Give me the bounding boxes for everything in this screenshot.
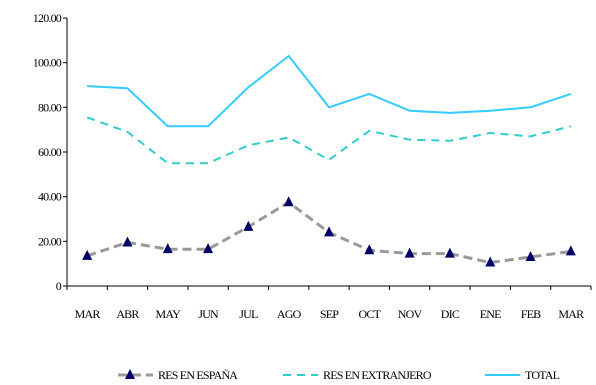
data-point-marker xyxy=(324,226,334,237)
legend-label-3: TOTAL xyxy=(525,368,560,382)
x-tick-label: SEP xyxy=(320,307,339,321)
y-tick-label: 60.00 xyxy=(38,145,62,159)
y-ticks: 0 20.00 40.00 60.00 80.00 100.00 120.00 xyxy=(33,11,67,293)
legend-marker xyxy=(125,369,135,379)
data-point-marker xyxy=(485,256,496,267)
x-tick-label: DIC xyxy=(441,307,460,321)
data-point-marker xyxy=(243,220,254,231)
data-point-marker xyxy=(444,247,455,258)
y-tick-label: 20.00 xyxy=(38,234,62,248)
y-tick-label: 80.00 xyxy=(38,100,62,114)
plot-lines xyxy=(82,55,576,267)
x-tick-label: MAR xyxy=(558,307,584,321)
x-tick-label: AGO xyxy=(277,307,302,321)
data-point-marker xyxy=(404,247,415,258)
y-tick-label: 120.00 xyxy=(33,11,62,25)
y-tick-label: 40.00 xyxy=(38,190,62,204)
data-point-marker xyxy=(82,249,93,260)
x-tick-label: MAR xyxy=(75,307,101,321)
y-tick-label: 100.00 xyxy=(33,56,62,70)
data-point-marker xyxy=(364,244,375,255)
x-tick-label: ABR xyxy=(116,307,139,321)
data-point-marker xyxy=(162,243,173,254)
x-tick-label: ENE xyxy=(480,307,501,321)
data-point-marker xyxy=(565,245,576,256)
x-tick-label: MAY xyxy=(156,307,182,321)
data-point-marker xyxy=(525,250,536,261)
legend-label-1: RES EN ESPAÑA xyxy=(158,368,238,382)
legend: RES EN ESPAÑA RES EN EXTRANJERO TOTAL xyxy=(118,368,560,382)
series-line-3 xyxy=(87,55,572,128)
x-tick-label: NOV xyxy=(398,307,423,321)
data-point-marker xyxy=(203,243,214,254)
x-tick-label: JUN xyxy=(198,307,219,321)
series-line-2 xyxy=(86,116,572,165)
data-point-marker xyxy=(122,236,133,247)
legend-label-2: RES EN EXTRANJERO xyxy=(323,368,432,382)
x-ticks: MAR ABR MAY JUN JUL AGO SEP OCT NOV DIC ENE FEB MAR xyxy=(66,286,592,321)
x-tick-label: OCT xyxy=(359,307,382,321)
x-tick-label: JUL xyxy=(239,307,258,321)
y-tick-label: 0 xyxy=(56,279,62,293)
x-tick-label: FEB xyxy=(521,307,541,321)
data-point-marker xyxy=(283,196,294,207)
